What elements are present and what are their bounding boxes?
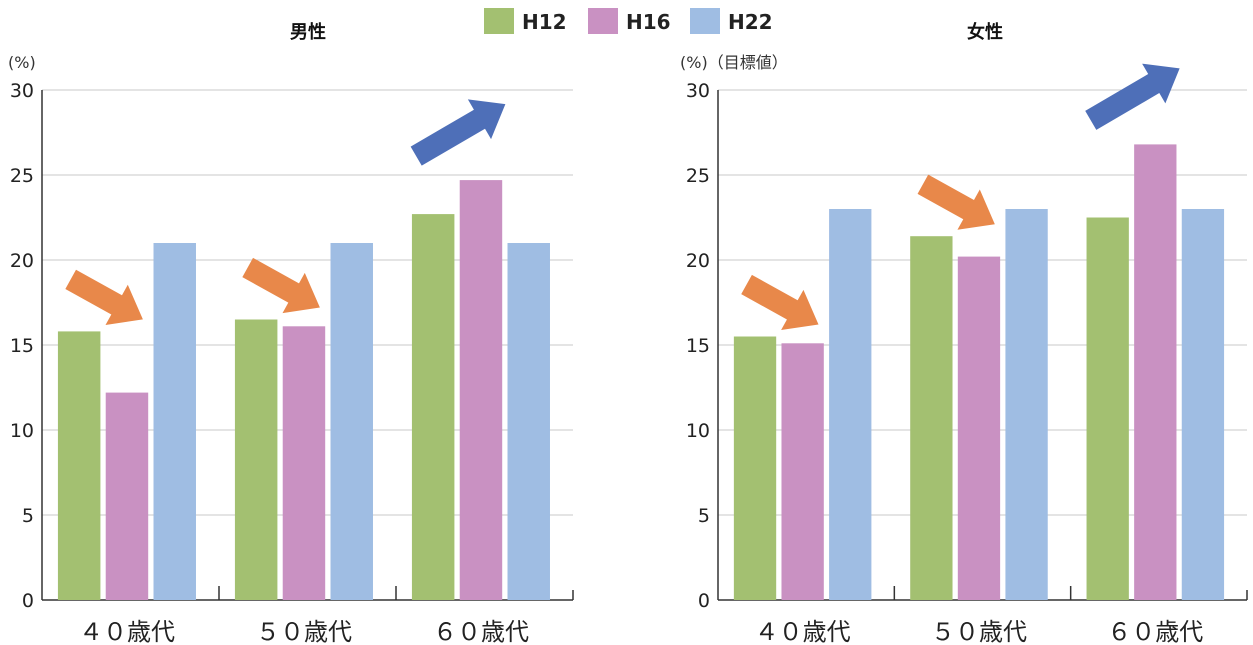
legend-label-h22: H22 xyxy=(728,10,773,34)
bar-h22-2 xyxy=(1181,209,1225,600)
bar-h16-1 xyxy=(282,326,326,600)
arrow-shape xyxy=(917,174,995,230)
y-tick-label: 30 xyxy=(10,80,34,102)
bar-h12-1 xyxy=(910,236,953,600)
legend-label-h12: H12 xyxy=(522,10,567,34)
x-tick-label: ５０歳代 xyxy=(931,618,1027,645)
bar-h16-0 xyxy=(105,392,149,600)
bar-h12-1 xyxy=(234,319,278,600)
arrow-shape xyxy=(741,274,819,331)
y-tick-label: 25 xyxy=(686,165,710,187)
chart-title: 女性 xyxy=(967,21,1003,43)
bar-h22-0 xyxy=(153,243,196,600)
bar-h22-0 xyxy=(829,209,872,600)
y-tick-label: 10 xyxy=(686,420,710,442)
y-tick-label: 25 xyxy=(10,165,34,187)
trend-arrow-increase-icon xyxy=(410,99,506,166)
legend-swatch-h12 xyxy=(484,8,514,34)
y-axis-label: (%)（目標値） xyxy=(680,53,788,72)
bar-h12-0 xyxy=(733,336,777,600)
x-tick-label: ６０歳代 xyxy=(433,618,529,645)
trend-arrow-decrease-icon xyxy=(242,257,320,314)
bar-h22-2 xyxy=(507,243,550,600)
chart-title: 男性 xyxy=(290,21,326,43)
bar-h16-1 xyxy=(957,256,1001,600)
arrow-shape xyxy=(65,269,143,325)
arrow-shape xyxy=(242,257,320,314)
y-tick-label: 15 xyxy=(686,335,710,357)
legend-label-h16: H16 xyxy=(626,10,671,34)
x-tick-label: ５０歳代 xyxy=(256,618,352,645)
chart-male: 男性 (%) 0 5 10 15 20 25 30 ４０歳代 ５０歳代 ６０歳代 xyxy=(8,21,574,645)
y-tick-label: 15 xyxy=(10,335,34,357)
bar-h16-2 xyxy=(1134,144,1177,600)
legend-swatch-h22 xyxy=(690,8,720,34)
bar-h16-2 xyxy=(459,180,503,600)
y-tick-label: 20 xyxy=(686,250,710,272)
trend-arrow-increase-icon xyxy=(1085,63,1180,130)
y-axis-label: (%) xyxy=(8,53,36,72)
legend-swatch-h16 xyxy=(588,8,618,34)
bar-h12-0 xyxy=(57,331,101,600)
trend-arrow-decrease-icon xyxy=(741,274,819,331)
bar-h12-2 xyxy=(1086,217,1129,600)
y-tick-label: 0 xyxy=(22,590,34,612)
bar-h22-1 xyxy=(330,243,373,600)
trend-arrow-decrease-icon xyxy=(917,174,995,230)
arrow-shape xyxy=(410,99,506,166)
y-tick-label: 20 xyxy=(10,250,34,272)
bar-h12-2 xyxy=(411,214,455,600)
y-tick-label: 10 xyxy=(10,420,34,442)
legend: H12 H16 H22 xyxy=(484,8,773,34)
trend-arrow-decrease-icon xyxy=(65,269,143,325)
chart-female: 女性 (%)（目標値） 0 5 10 15 20 25 30 ４０歳代 ５０歳代 ６０歳代 xyxy=(680,21,1248,645)
arrow-shape xyxy=(1085,63,1180,130)
bar-h22-1 xyxy=(1005,209,1048,600)
x-tick-label: ６０歳代 xyxy=(1107,618,1203,645)
y-tick-label: 5 xyxy=(698,505,710,527)
y-tick-label: 0 xyxy=(698,590,710,612)
y-tick-label: 5 xyxy=(22,505,34,527)
bar-h16-0 xyxy=(781,343,824,600)
y-tick-label: 30 xyxy=(686,80,710,102)
x-tick-label: ４０歳代 xyxy=(79,618,175,645)
x-tick-label: ４０歳代 xyxy=(755,618,851,645)
